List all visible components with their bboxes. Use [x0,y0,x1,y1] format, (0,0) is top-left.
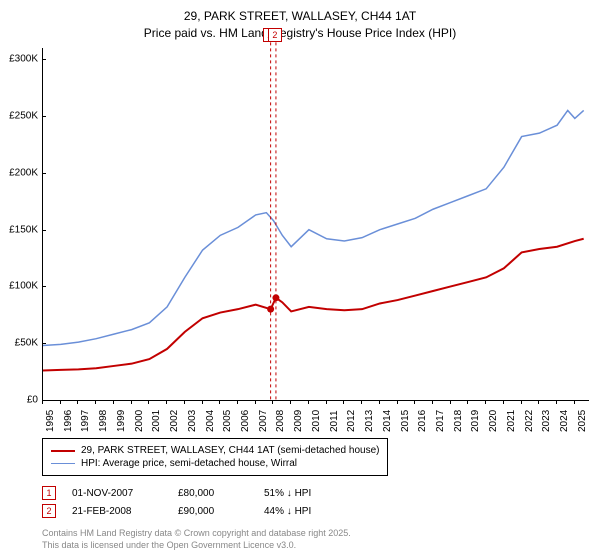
ytick-label: £100K [0,281,38,292]
xtick-label: 2004 [205,410,216,432]
sale-marker-dot [267,306,274,313]
xtick-label: 2009 [293,410,304,432]
sale-row-marker: 1 [42,486,56,500]
ytick-label: £300K [0,54,38,65]
xtick-label: 2013 [364,410,375,432]
sale-marker-box: 2 [268,28,282,42]
xtick-label: 2005 [222,410,233,432]
sale-row-date: 01-NOV-2007 [72,488,162,499]
xtick-label: 2001 [151,410,162,432]
xtick-label: 2019 [470,410,481,432]
plot-area [42,48,589,401]
chart-title: 29, PARK STREET, WALLASEY, CH44 1AT Pric… [0,0,600,42]
ytick-label: £0 [0,395,38,406]
sale-data-row: 2 21-FEB-2008 £90,000 44% ↓ HPI [42,504,344,518]
legend-swatch [51,450,75,452]
xtick-label: 2015 [400,410,411,432]
ytick-label: £250K [0,111,38,122]
xtick-label: 1996 [63,410,74,432]
xtick-label: 2020 [488,410,499,432]
xtick-label: 2017 [435,410,446,432]
xtick-label: 2002 [169,410,180,432]
xtick-label: 2003 [187,410,198,432]
xtick-label: 2007 [258,410,269,432]
legend-swatch [51,463,75,465]
legend-label: 29, PARK STREET, WALLASEY, CH44 1AT (sem… [81,445,379,456]
xtick-label: 1999 [116,410,127,432]
xtick-label: 2022 [524,410,535,432]
ytick-label: £50K [0,338,38,349]
xtick-label: 1998 [98,410,109,432]
xtick-label: 2024 [559,410,570,432]
footer-line2: This data is licensed under the Open Gov… [42,540,351,552]
title-line1: 29, PARK STREET, WALLASEY, CH44 1AT [0,8,600,25]
sale-row-price: £80,000 [178,488,248,499]
xtick-label: 2010 [311,410,322,432]
xtick-label: 2016 [417,410,428,432]
sale-row-pct: 44% ↓ HPI [264,506,344,517]
plot-svg [43,48,589,400]
sale-data-rows: 1 01-NOV-2007 £80,000 51% ↓ HPI 2 21-FEB-2008… [42,486,344,522]
xtick-label: 2018 [453,410,464,432]
xtick-label: 2011 [329,410,340,432]
series-red [43,239,584,371]
sale-data-row: 1 01-NOV-2007 £80,000 51% ↓ HPI [42,486,344,500]
xtick-label: 2008 [275,410,286,432]
xtick-label: 2012 [346,410,357,432]
legend-label: HPI: Average price, semi-detached house,… [81,458,297,469]
xtick-label: 2023 [541,410,552,432]
xtick-label: 2021 [506,410,517,432]
sale-marker-dot [272,294,279,301]
ytick-label: £150K [0,224,38,235]
legend: 29, PARK STREET, WALLASEY, CH44 1AT (sem… [42,438,388,476]
sale-row-marker: 2 [42,504,56,518]
sale-row-pct: 51% ↓ HPI [264,488,344,499]
footer-attribution: Contains HM Land Registry data © Crown c… [42,528,351,551]
footer-line1: Contains HM Land Registry data © Crown c… [42,528,351,540]
legend-item: 29, PARK STREET, WALLASEY, CH44 1AT (sem… [51,445,379,456]
chart-container: 29, PARK STREET, WALLASEY, CH44 1AT Pric… [0,0,600,560]
xtick-label: 2000 [134,410,145,432]
xtick-label: 2014 [382,410,393,432]
xtick-label: 1995 [45,410,56,432]
series-blue [43,110,584,345]
sale-row-price: £90,000 [178,506,248,517]
xtick-label: 1997 [80,410,91,432]
legend-item: HPI: Average price, semi-detached house,… [51,458,379,469]
xtick-label: 2025 [577,410,588,432]
title-line2: Price paid vs. HM Land Registry's House … [0,25,600,42]
ytick-label: £200K [0,167,38,178]
xtick-label: 2006 [240,410,251,432]
sale-row-date: 21-FEB-2008 [72,506,162,517]
